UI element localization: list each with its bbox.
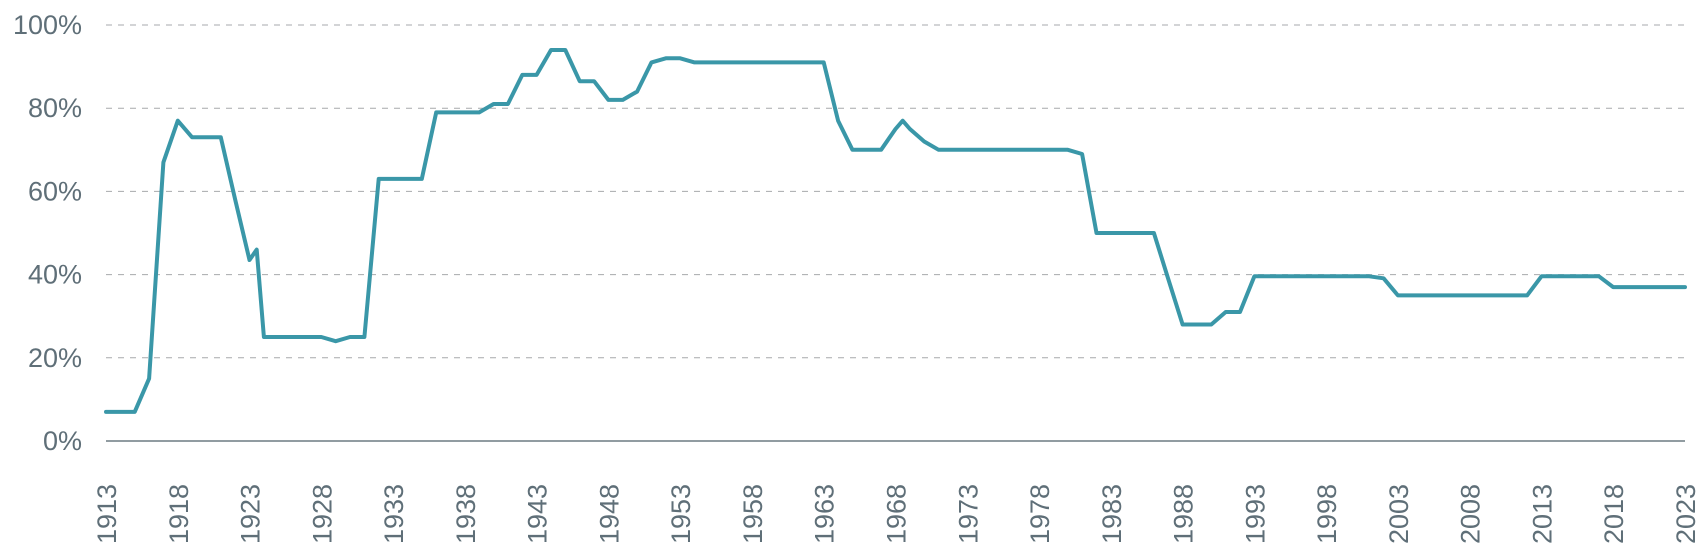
y-tick-label: 100%	[13, 10, 82, 40]
x-tick-label: 1938	[451, 484, 481, 544]
x-tick-label: 1963	[810, 484, 840, 544]
x-tick-label: 1993	[1240, 484, 1270, 544]
x-tick-label: 2003	[1384, 484, 1414, 544]
x-tick-label: 1928	[307, 484, 337, 544]
x-tick-label: 1998	[1312, 484, 1342, 544]
x-tick-label: 1923	[236, 484, 266, 544]
x-tick-label: 1918	[164, 484, 194, 544]
x-tick-label: 1968	[882, 484, 912, 544]
x-tick-label: 1943	[523, 484, 553, 544]
x-tick-label: 1948	[594, 484, 624, 544]
y-tick-labels: 0% 20% 40% 60% 80% 100%	[13, 10, 82, 456]
x-tick-label: 1913	[92, 484, 122, 544]
series-line-0	[104, 48, 1687, 414]
y-tick-label: 20%	[28, 343, 82, 373]
y-tick-label: 40%	[28, 260, 82, 290]
x-tick-label: 1953	[666, 484, 696, 544]
y-tick-label: 0%	[43, 426, 82, 456]
x-tick-labels: 1913 1918 1923 1928 1933 1938 1943 1948 1953 1958…	[92, 484, 1700, 544]
x-tick-label: 2008	[1456, 484, 1486, 544]
x-tick-label: 2023	[1671, 484, 1700, 544]
x-tick-label: 1978	[1025, 484, 1055, 544]
series-layer	[104, 48, 1687, 414]
x-tick-label: 1933	[379, 484, 409, 544]
x-tick-label: 2013	[1527, 484, 1557, 544]
x-tick-label: 1988	[1169, 484, 1199, 544]
y-tick-label: 80%	[28, 93, 82, 123]
x-tick-label: 2018	[1599, 484, 1629, 544]
y-tick-label: 60%	[28, 176, 82, 206]
x-tick-label: 1973	[953, 484, 983, 544]
x-tick-label: 1958	[738, 484, 768, 544]
gridlines	[106, 24, 1685, 359]
x-tick-label: 1983	[1097, 484, 1127, 544]
